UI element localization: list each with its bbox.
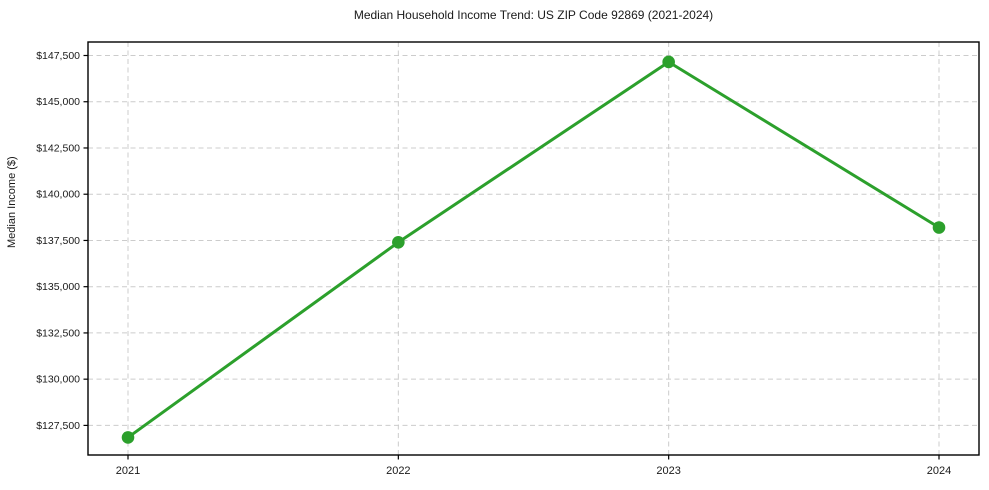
x-tick-label: 2024 (927, 465, 951, 477)
plot-border (87, 41, 980, 456)
data-point-2024 (932, 221, 946, 234)
x-tick-label: 2021 (116, 465, 140, 477)
data-point-2023 (662, 55, 675, 69)
y-tick-label: $142,500 (36, 142, 80, 154)
y-tick-label: $145,000 (36, 96, 80, 108)
y-tick-label: $147,500 (36, 50, 80, 62)
x-tick-label: 2022 (386, 465, 410, 477)
x-tick-label: 2023 (656, 465, 680, 477)
y-tick-label: $140,000 (36, 189, 80, 201)
series-line (126, 60, 941, 439)
data-point-2021 (121, 431, 135, 444)
y-tick-label: $127,500 (36, 420, 80, 432)
y-tick-label: $137,500 (36, 235, 80, 247)
y-tick-label: $132,500 (36, 327, 80, 339)
y-tick-label: $130,000 (36, 374, 80, 386)
data-point-2022 (392, 236, 405, 249)
y-tick-label: $135,000 (36, 281, 80, 293)
chart-title: Median Household Income Trend: US ZIP Co… (353, 8, 714, 22)
